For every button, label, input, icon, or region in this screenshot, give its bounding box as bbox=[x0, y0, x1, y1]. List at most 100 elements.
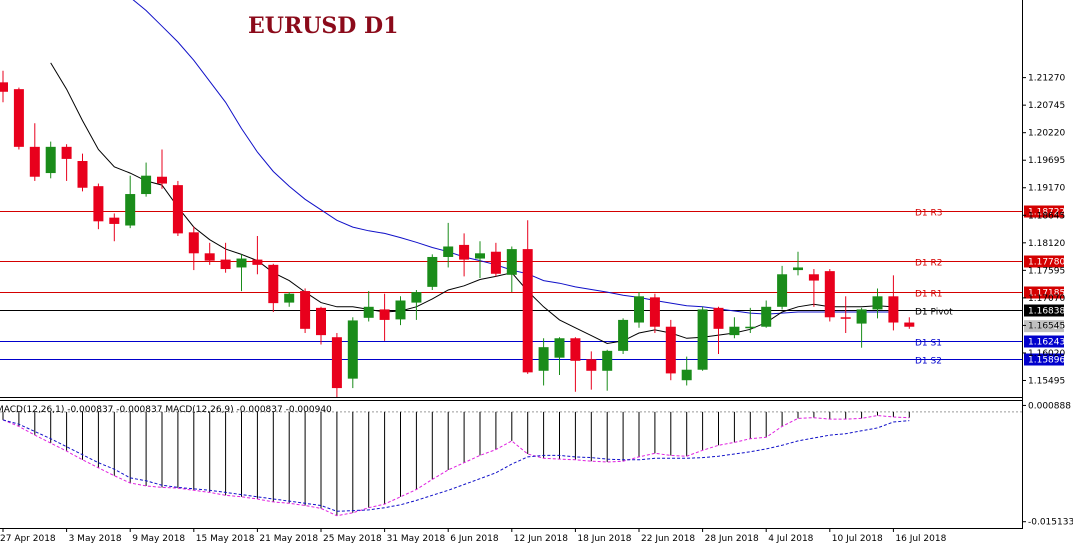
candle-body bbox=[411, 292, 422, 303]
candle-body bbox=[379, 309, 390, 320]
macd-panel bbox=[0, 411, 1022, 517]
candle-body bbox=[777, 274, 788, 307]
candle-body bbox=[284, 293, 295, 303]
candlesticks bbox=[0, 70, 915, 397]
candle-body bbox=[125, 194, 136, 226]
price-tick-label: 1.16545 bbox=[1028, 321, 1065, 331]
candle-body bbox=[586, 359, 597, 371]
candle-body bbox=[856, 309, 867, 324]
candle-body bbox=[236, 258, 247, 268]
price-tick-label: 1.20220 bbox=[1028, 129, 1065, 139]
price-tick-label: 1.21270 bbox=[1028, 74, 1065, 84]
time-tick-label: 31 May 2018 bbox=[387, 534, 446, 544]
candle-body bbox=[93, 186, 104, 222]
candle-body bbox=[13, 89, 24, 147]
candle-body bbox=[840, 317, 851, 319]
level-label: D1 S2 bbox=[915, 357, 942, 367]
time-tick-label: 15 May 2018 bbox=[196, 534, 255, 544]
candle-body bbox=[570, 338, 581, 361]
candle-body bbox=[443, 246, 454, 257]
level-price-tag-text: 1.16838 bbox=[1028, 307, 1065, 317]
current-price-tag bbox=[1024, 320, 1064, 333]
candle-body bbox=[602, 350, 613, 371]
candle-body bbox=[427, 256, 438, 287]
candle-body bbox=[665, 326, 676, 374]
level-price-tag-text: 1.17780 bbox=[1028, 258, 1065, 268]
candle-body bbox=[29, 146, 40, 177]
candle-body bbox=[331, 337, 342, 389]
candle-body bbox=[554, 338, 565, 358]
candle-body bbox=[109, 217, 120, 224]
candle-body bbox=[872, 296, 883, 310]
price-tick-label: 1.18645 bbox=[1028, 211, 1065, 221]
level-label: D1 R3 bbox=[915, 209, 943, 219]
price-tick-label: 1.15495 bbox=[1028, 376, 1065, 386]
candle-body bbox=[745, 326, 756, 329]
current-price-tag-text: 1.16531 bbox=[1028, 322, 1065, 332]
candle-body bbox=[268, 264, 279, 304]
candle-body bbox=[824, 271, 835, 318]
time-tick-label: 25 May 2018 bbox=[323, 534, 382, 544]
candle-body bbox=[363, 306, 374, 318]
level-price-tag-text: 1.15896 bbox=[1028, 356, 1065, 366]
level-label: D1 R2 bbox=[915, 259, 943, 269]
level-price-tag-text: 1.17185 bbox=[1028, 289, 1065, 299]
candle-body bbox=[634, 296, 644, 323]
price-tick-label: 1.19695 bbox=[1028, 156, 1065, 166]
time-tick-label: 6 Jun 2018 bbox=[450, 534, 499, 544]
time-tick-label: 4 Jul 2018 bbox=[768, 534, 813, 544]
candle-body bbox=[522, 249, 533, 373]
price-tick-label: 1.17070 bbox=[1028, 294, 1065, 304]
level-price-tag bbox=[1024, 205, 1064, 218]
candle-body bbox=[204, 253, 215, 261]
time-tick-label: 12 Jun 2018 bbox=[514, 534, 568, 544]
candle-body bbox=[188, 232, 199, 254]
candle-body bbox=[697, 309, 708, 370]
level-label: D1 R1 bbox=[915, 290, 943, 300]
candle-body bbox=[506, 249, 517, 275]
price-tick-label: 1.17595 bbox=[1028, 266, 1065, 276]
level-price-tag bbox=[1024, 255, 1064, 268]
candle-body bbox=[904, 322, 915, 327]
candle-body bbox=[808, 274, 819, 281]
macd-tick-label: 0.000888 bbox=[1028, 401, 1071, 411]
level-label: D1 Pivot bbox=[915, 308, 953, 318]
macd-signal-line bbox=[2, 419, 910, 512]
time-tick-label: 28 Jun 2018 bbox=[705, 534, 759, 544]
time-tick-label: 3 May 2018 bbox=[69, 534, 122, 544]
candle-body bbox=[252, 259, 263, 265]
time-tick-label: 9 May 2018 bbox=[132, 534, 185, 544]
price-tick-label: 1.18120 bbox=[1028, 239, 1065, 249]
price-tick-label: 1.20745 bbox=[1028, 101, 1065, 111]
level-price-tag bbox=[1024, 304, 1064, 317]
candle-body bbox=[475, 253, 485, 259]
candle-body bbox=[300, 291, 311, 329]
price-tick-label: 1.16020 bbox=[1028, 349, 1065, 359]
candle-body bbox=[459, 244, 470, 260]
chart-title: EURUSD D1 bbox=[248, 13, 398, 39]
level-price-tag bbox=[1024, 353, 1064, 366]
candle-body bbox=[172, 185, 183, 234]
candle-body bbox=[729, 326, 740, 336]
candle-body bbox=[0, 82, 8, 92]
time-tick-label: 22 Jun 2018 bbox=[641, 534, 695, 544]
level-price-tag-text: 1.16243 bbox=[1028, 338, 1065, 348]
level-price-tag-text: 1.18722 bbox=[1028, 208, 1065, 218]
time-tick-label: 18 Jun 2018 bbox=[577, 534, 631, 544]
candle-body bbox=[681, 369, 692, 381]
macd-main-line bbox=[2, 414, 910, 517]
macd-tick-label: -0.015133 bbox=[1028, 518, 1073, 528]
time-tick-label: 10 Jul 2018 bbox=[832, 534, 883, 544]
macd-label: MACD(12,26,1) -0.000837 -0.000837 MACD(1… bbox=[0, 405, 332, 415]
candle-body bbox=[538, 347, 549, 371]
price-tick-label: 1.19170 bbox=[1028, 184, 1065, 194]
candle-body bbox=[793, 267, 803, 271]
candle-body bbox=[157, 176, 167, 184]
candle-body bbox=[45, 146, 56, 174]
candle-body bbox=[713, 307, 724, 329]
candle-body bbox=[649, 297, 660, 327]
pivot-levels: D1 R3 1.18722 D1 R2 1.17780 D1 R1 1.17185 D1 P… bbox=[0, 205, 1065, 367]
time-tick-label: 21 May 2018 bbox=[259, 534, 318, 544]
